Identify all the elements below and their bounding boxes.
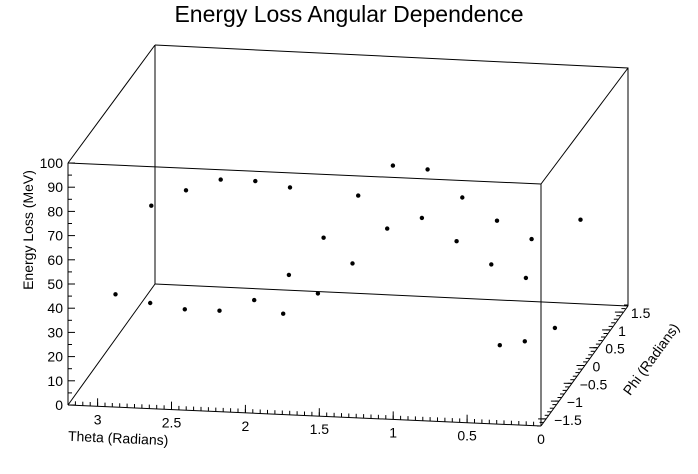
plot-frame <box>67 44 629 427</box>
data-point-20 <box>350 261 355 266</box>
data-points <box>113 163 583 348</box>
y-tick-label: 1 <box>618 323 626 339</box>
z-tick-label: 40 <box>47 300 63 316</box>
z-axis-label: Energy Loss (MeV) <box>20 170 36 290</box>
y-axis-label: Phi (Radians) <box>620 320 683 398</box>
data-point-8 <box>390 163 396 168</box>
data-point-22 <box>419 215 425 221</box>
z-tick-label: 20 <box>47 349 63 365</box>
data-point-11 <box>494 218 500 223</box>
z-tick-label: 30 <box>47 324 63 340</box>
z-axis-ticks: 0 10 20 30 40 50 60 70 80 90 100 <box>40 155 75 413</box>
y-tick-label: −0.5 <box>580 376 608 392</box>
chart-title: Energy Loss Angular Dependence <box>174 1 523 27</box>
data-point-25 <box>523 275 529 281</box>
frame-bottom-left-depth <box>67 283 156 406</box>
data-point-18 <box>281 311 286 316</box>
y-tick-label: −1 <box>567 394 583 410</box>
data-point-15 <box>218 177 223 182</box>
data-point-19 <box>315 291 321 296</box>
frame-top-right-depth <box>540 67 629 185</box>
data-point-7 <box>356 193 361 198</box>
data-point-14 <box>183 188 189 193</box>
data-point-12 <box>529 236 534 242</box>
data-point-24 <box>489 262 494 267</box>
data-point-2 <box>182 307 187 312</box>
z-tick-label: 10 <box>47 373 63 389</box>
data-point-29 <box>578 217 583 222</box>
x-tick-label: 2 <box>242 418 250 434</box>
data-point-10 <box>460 195 465 200</box>
data-point-3 <box>217 308 222 313</box>
data-point-4 <box>252 297 257 303</box>
data-point-0 <box>113 292 118 297</box>
z-tick-label: 0 <box>55 397 63 413</box>
x-tick-label: 3 <box>94 411 102 427</box>
data-point-16 <box>253 178 258 184</box>
data-point-9 <box>425 167 430 172</box>
frame-back-top <box>154 44 629 306</box>
z-tick-label: 80 <box>47 203 63 219</box>
x-axis-label: Theta (Radians) <box>68 428 169 448</box>
data-point-21 <box>385 226 390 231</box>
x-tick-label: 1 <box>389 424 397 440</box>
x-tick-label: 0.5 <box>457 428 477 444</box>
y-tick-label: 1.5 <box>631 305 651 321</box>
data-point-6 <box>321 235 326 240</box>
data-point-23 <box>454 239 459 244</box>
z-tick-label: 60 <box>47 252 63 268</box>
data-point-17 <box>287 185 293 190</box>
data-point-1 <box>148 300 153 306</box>
x-tick-label: 0 <box>537 431 545 447</box>
y-tick-label: 0.5 <box>605 341 625 357</box>
data-point-5 <box>286 272 292 278</box>
y-tick-label: 0 <box>593 359 601 375</box>
z-tick-label: 50 <box>47 276 63 292</box>
z-tick-label: 100 <box>40 155 64 171</box>
frame-top-left-depth <box>67 44 156 164</box>
x-tick-label: 1.5 <box>310 421 330 437</box>
frame-back-bottom <box>154 283 629 307</box>
y-tick-label: −1.5 <box>554 412 582 428</box>
x-tick-label: 2.5 <box>162 415 182 431</box>
data-point-27 <box>522 339 527 344</box>
data-point-28 <box>552 325 558 331</box>
data-point-13 <box>149 203 154 208</box>
z-tick-label: 90 <box>47 179 63 195</box>
z-tick-label: 70 <box>47 228 63 244</box>
data-point-26 <box>497 343 502 348</box>
y-axis-ticks: 1.5 1 0.50−0.5 −1 −1.5 <box>537 304 651 428</box>
frame-front-top <box>67 162 542 185</box>
